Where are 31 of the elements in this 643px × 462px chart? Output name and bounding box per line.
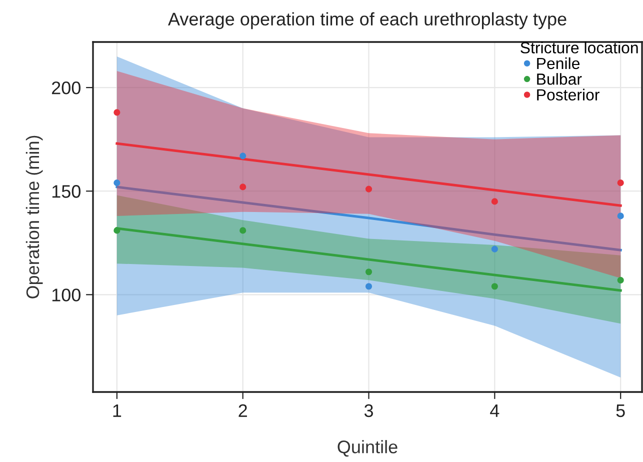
line-series xyxy=(116,142,622,207)
point xyxy=(491,246,498,252)
legend-title: Stricture location xyxy=(520,42,638,54)
legend-label: Penile xyxy=(537,57,580,70)
point xyxy=(240,184,246,190)
x-tick-label: 3 xyxy=(364,404,373,418)
point xyxy=(240,227,246,234)
legend-label: Posterior xyxy=(537,88,600,100)
point xyxy=(240,152,246,160)
x-tick-label: 5 xyxy=(616,404,625,418)
point xyxy=(114,180,120,186)
x-tick-label: 4 xyxy=(490,404,500,417)
chart-title: Average operation time of each urethroplasty type xyxy=(168,12,566,30)
point xyxy=(617,212,624,220)
y-tick-label: 150 xyxy=(52,185,80,198)
x-axis-title: Quintile xyxy=(338,440,398,457)
point xyxy=(491,198,498,205)
y-tick-label: 100 xyxy=(52,288,80,302)
point xyxy=(617,180,624,186)
point xyxy=(617,276,624,284)
point xyxy=(365,186,372,192)
point xyxy=(365,268,372,276)
x-tick-label: 1 xyxy=(113,404,122,417)
point xyxy=(114,109,120,116)
legend-label: Bulbar xyxy=(537,73,582,85)
x-tick-label: 2 xyxy=(238,404,247,417)
point xyxy=(491,283,498,290)
y-axis-title: Operation time (min) xyxy=(26,136,43,298)
y-tick-label: 200 xyxy=(52,81,80,94)
point xyxy=(365,283,372,290)
point xyxy=(114,227,120,234)
